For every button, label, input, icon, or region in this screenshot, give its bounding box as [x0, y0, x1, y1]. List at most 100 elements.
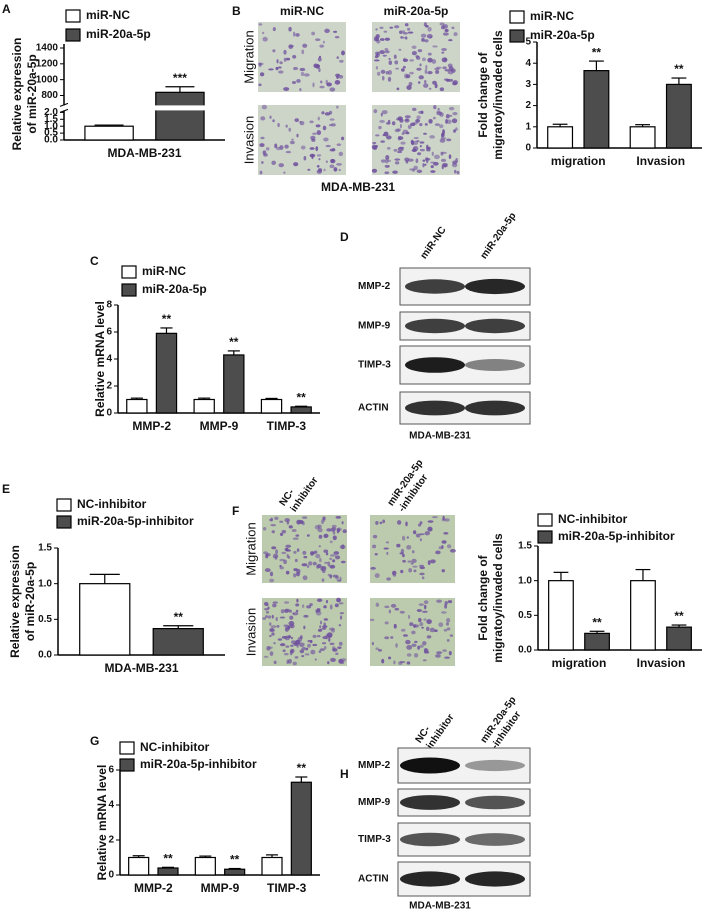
cell	[392, 170, 398, 174]
y-axis-label: Fold change of	[476, 51, 490, 137]
bar	[260, 398, 283, 414]
cell	[436, 66, 442, 69]
cell	[317, 116, 321, 121]
bar	[155, 332, 178, 414]
cell	[438, 622, 444, 627]
cell	[318, 158, 321, 161]
cell	[288, 525, 293, 529]
cell	[441, 151, 447, 154]
y-tick-label: 0.0	[518, 645, 532, 656]
cell	[416, 609, 422, 612]
cell	[407, 31, 414, 34]
cell	[336, 56, 339, 59]
cell	[273, 660, 277, 665]
cell	[327, 635, 332, 638]
cell	[289, 615, 294, 620]
cell	[338, 168, 341, 172]
cell	[374, 573, 380, 578]
cell	[399, 123, 402, 129]
cell	[381, 75, 385, 81]
cell	[336, 579, 342, 582]
cell	[436, 111, 443, 116]
cell	[446, 622, 449, 626]
cell	[399, 552, 404, 555]
cell	[322, 625, 328, 628]
cell	[375, 520, 379, 525]
cell	[325, 599, 329, 604]
cell	[404, 23, 409, 27]
cell	[434, 123, 440, 127]
blot-band	[405, 357, 465, 373]
cell	[322, 125, 327, 131]
legend-label: NC-inhibitor	[140, 740, 210, 754]
cell	[380, 159, 386, 163]
cell	[435, 70, 440, 74]
legend-swatch	[119, 758, 135, 772]
row-label: TIMP-3	[358, 834, 391, 845]
cell	[277, 66, 282, 69]
cell	[289, 650, 293, 656]
cell	[455, 127, 458, 131]
cell	[321, 578, 325, 582]
cell	[385, 155, 390, 160]
cell	[285, 570, 290, 575]
cell	[411, 643, 417, 648]
bar	[126, 398, 148, 414]
cell	[292, 661, 297, 666]
cell	[391, 121, 396, 126]
cell	[411, 550, 415, 554]
cell	[399, 146, 405, 150]
cell	[375, 37, 380, 42]
cell	[415, 118, 421, 123]
cell	[428, 87, 432, 90]
cell	[419, 621, 424, 627]
cell	[384, 158, 389, 164]
cell	[323, 549, 329, 553]
cell	[293, 162, 299, 167]
cell	[318, 534, 323, 539]
bar	[194, 856, 216, 876]
cell	[406, 536, 409, 539]
cell	[411, 51, 417, 56]
cell	[264, 615, 268, 619]
cell	[420, 110, 424, 115]
cell	[337, 646, 342, 649]
cell	[303, 625, 306, 630]
y-tick-label: 1.5	[44, 114, 58, 125]
cell	[375, 28, 378, 31]
cell	[404, 157, 410, 162]
cell	[407, 124, 412, 130]
cell	[377, 648, 383, 652]
legend-swatch	[121, 265, 137, 279]
cell	[283, 87, 290, 91]
cell	[322, 40, 325, 44]
significance-label: **	[592, 45, 602, 59]
cell	[416, 115, 421, 120]
cell	[379, 50, 385, 55]
cell	[417, 81, 421, 84]
significance-label: **	[163, 851, 173, 865]
cell	[284, 144, 289, 149]
cell	[402, 58, 409, 63]
y-tick-label: 0	[525, 143, 531, 154]
y-tick-label: 6	[106, 327, 112, 338]
cell	[412, 107, 417, 112]
cell	[425, 24, 429, 28]
cell	[296, 79, 301, 83]
cell	[332, 535, 337, 541]
cell	[259, 170, 263, 175]
cell	[296, 133, 299, 138]
cell	[313, 63, 319, 69]
cell	[427, 26, 432, 32]
y-tick-label: 4	[106, 354, 112, 365]
cell	[422, 163, 425, 168]
cell	[444, 518, 450, 522]
cell	[386, 135, 392, 140]
blot-band	[465, 759, 525, 772]
cell	[338, 624, 342, 627]
cell	[319, 44, 325, 48]
significance-label: **	[162, 312, 172, 326]
blot-band	[400, 832, 460, 847]
bar	[666, 626, 692, 651]
bar	[584, 632, 610, 651]
